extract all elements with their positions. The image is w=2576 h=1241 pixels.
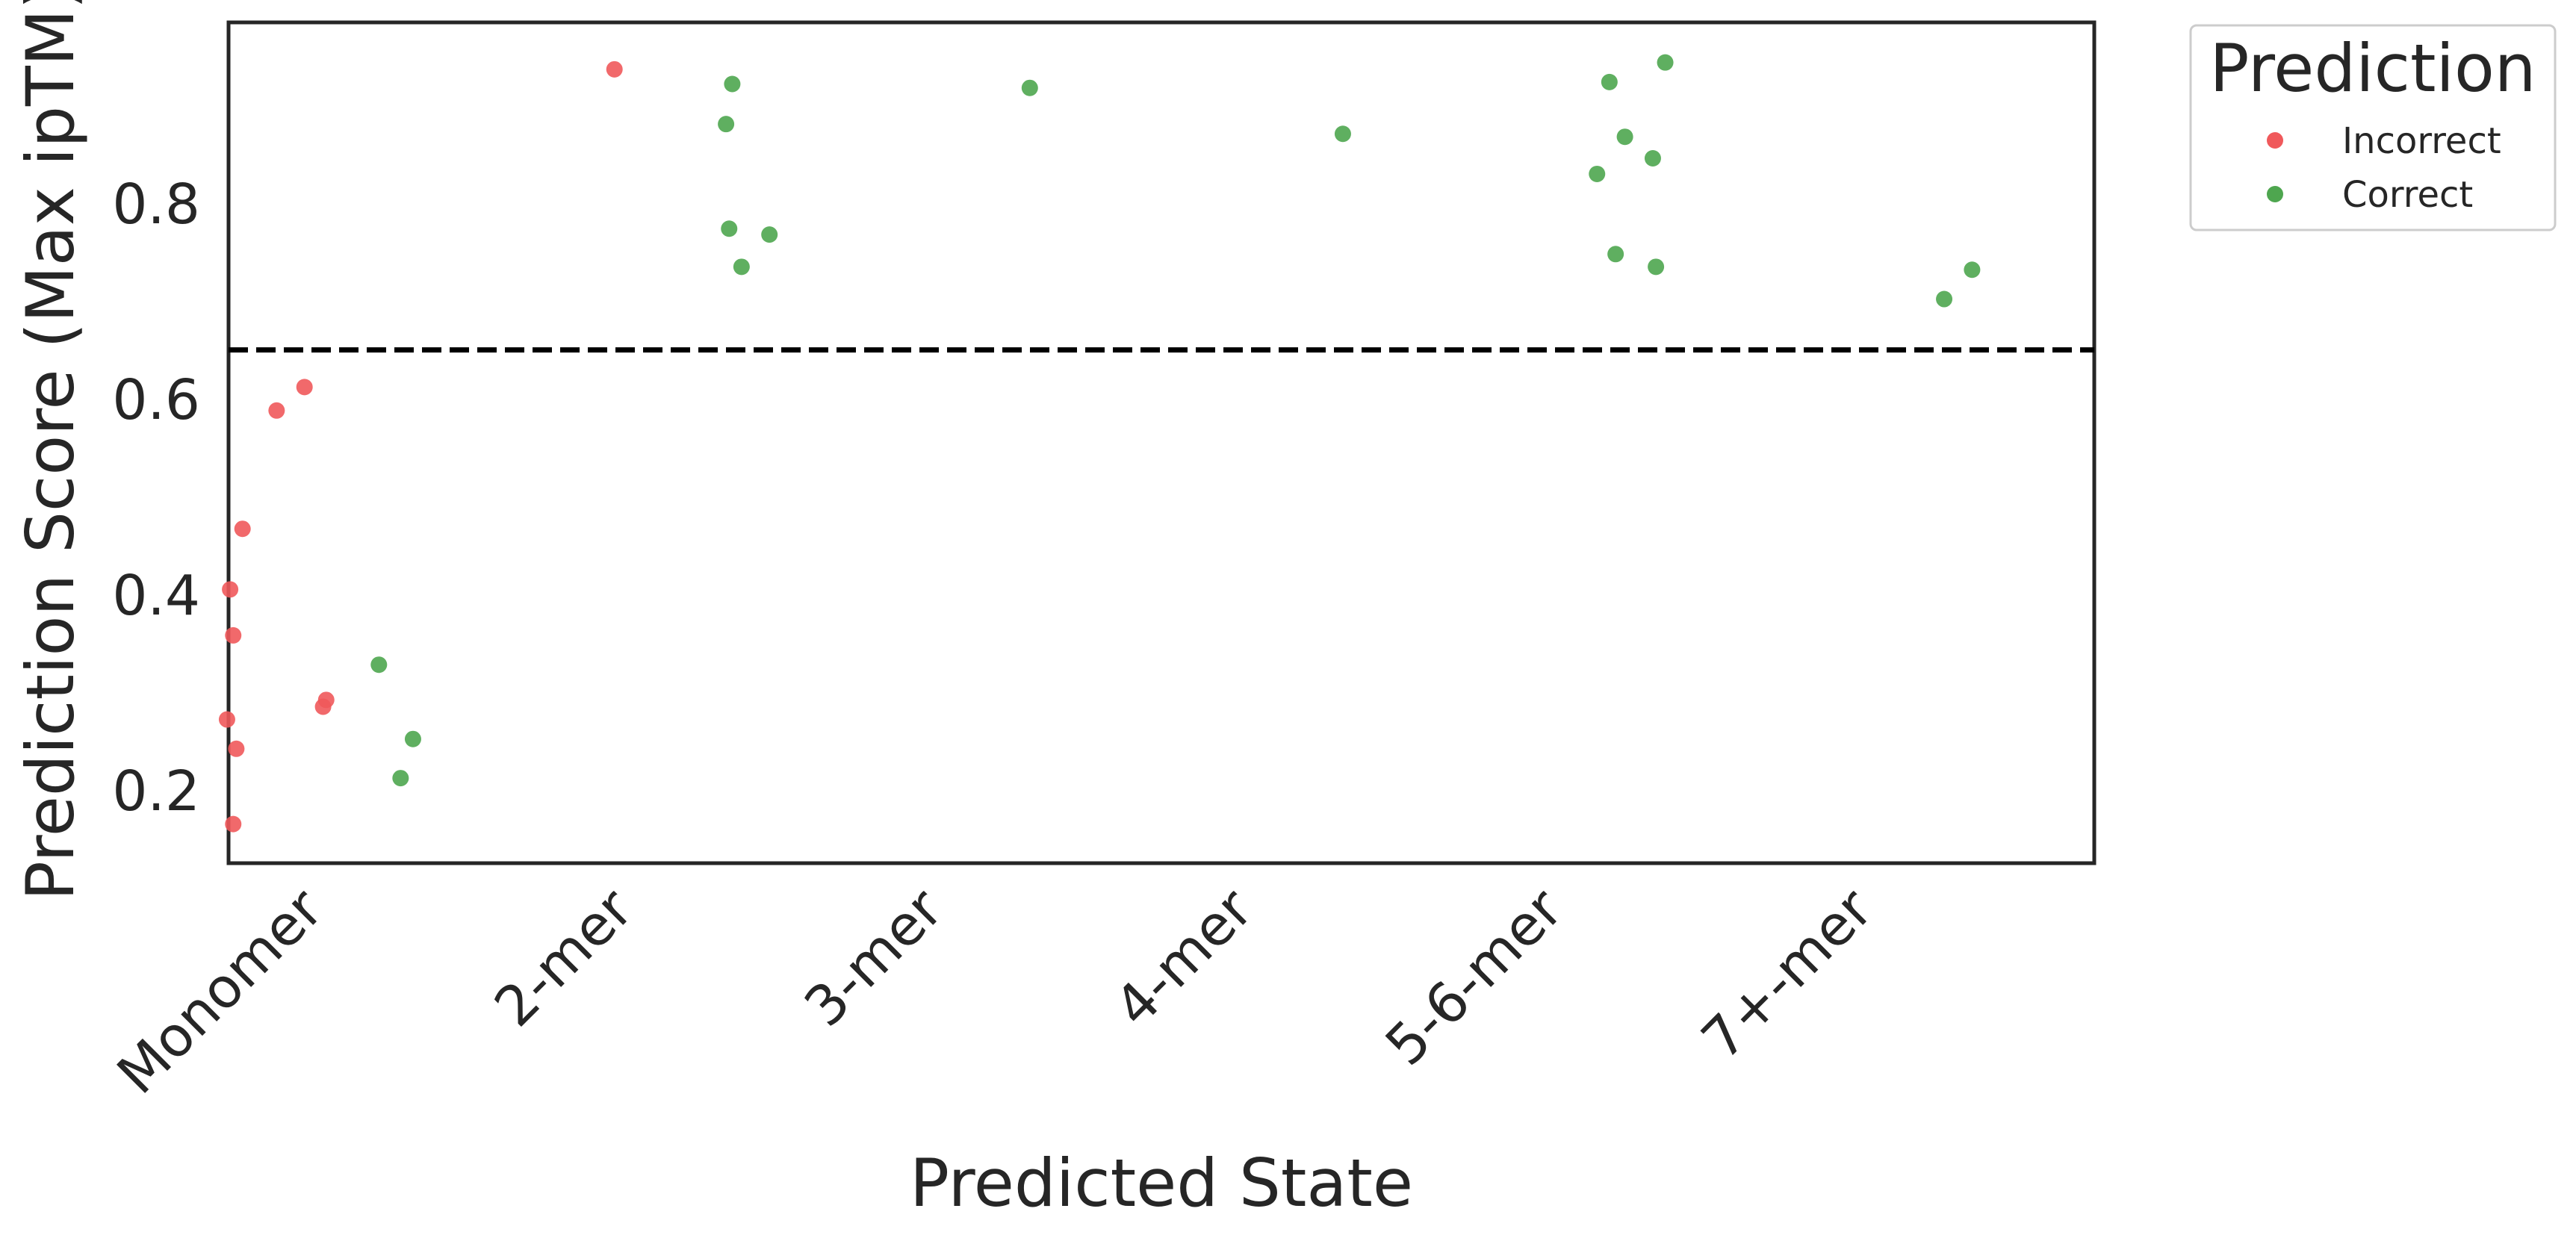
point-incorrect-monomer-2 [234, 520, 251, 538]
legend-title: Prediction [2209, 30, 2536, 107]
point-correct-2-mer-4 [718, 116, 735, 133]
point-incorrect-monomer-4 [225, 626, 242, 644]
legend-marker-correct [2267, 186, 2283, 202]
point-incorrect-monomer-7 [218, 711, 235, 728]
point-correct-monomer-0 [370, 656, 388, 674]
plot-area [226, 20, 2097, 865]
x-tick-label-3-mer: 3-mer [792, 877, 955, 1039]
point-correct-5-6-mer-14 [1589, 165, 1606, 182]
point-correct-2-mer-7 [733, 258, 750, 276]
point-correct-5-6-mer-10 [1657, 54, 1674, 71]
point-correct-5-6-mer-12 [1616, 128, 1633, 146]
y-ticks: 0.2 0.4 0.6 0.8 [112, 172, 200, 824]
point-incorrect-2-mer-10 [606, 60, 623, 78]
x-ticks: Monomer 2-mer 3-mer 4-mer 5-6-mer 7+-mer [105, 877, 1885, 1107]
x-tick-label-2-mer: 2-mer [482, 877, 645, 1039]
legend: Prediction Incorrect Correct [2189, 24, 2557, 231]
point-incorrect-monomer-0 [296, 379, 313, 396]
point-correct-3-mer-8 [1021, 79, 1038, 96]
legend-label-incorrect: Incorrect [2342, 120, 2501, 162]
y-axis-title: Prediction Score (Max ipTM) [12, 0, 89, 901]
x-axis-title: Predicted State [910, 1145, 1413, 1222]
x-tick-label-5-6-mer: 5-6-mer [1374, 877, 1575, 1078]
y-tick-label: 0.6 [112, 368, 200, 432]
x-tick-label-7-mer: 7+-mer [1689, 877, 1885, 1072]
point-correct-5-6-mer-13 [1644, 149, 1661, 167]
x-tick-label-monomer: Monomer [105, 877, 335, 1107]
point-correct-2-mer-5 [721, 220, 738, 237]
legend-frame [2189, 24, 2557, 231]
point-correct-monomer-2 [392, 770, 409, 787]
y-tick-label: 0.4 [112, 564, 200, 628]
points-layer [218, 54, 1981, 833]
point-incorrect-monomer-6 [314, 698, 332, 715]
x-tick-label-4-mer: 4-mer [1102, 877, 1265, 1039]
point-incorrect-monomer-1 [268, 402, 285, 419]
point-correct-5-6-mer-15 [1607, 246, 1624, 263]
point-incorrect-monomer-3 [222, 581, 239, 598]
point-incorrect-monomer-8 [228, 740, 245, 757]
point-correct-4-mer-9 [1334, 125, 1351, 143]
y-tick-label: 0.2 [112, 759, 200, 824]
point-correct-monomer-1 [404, 730, 421, 747]
point-correct-7-mer-17 [1964, 261, 1981, 279]
point-correct-5-6-mer-11 [1601, 73, 1618, 90]
legend-marker-incorrect [2267, 132, 2283, 149]
point-correct-7-mer-18 [1936, 290, 1953, 308]
point-correct-2-mer-3 [724, 75, 741, 93]
point-incorrect-monomer-9 [225, 815, 242, 833]
point-correct-2-mer-6 [761, 226, 778, 243]
y-tick-label: 0.8 [112, 172, 200, 237]
point-correct-5-6-mer-16 [1648, 258, 1665, 276]
legend-label-correct: Correct [2342, 174, 2473, 216]
